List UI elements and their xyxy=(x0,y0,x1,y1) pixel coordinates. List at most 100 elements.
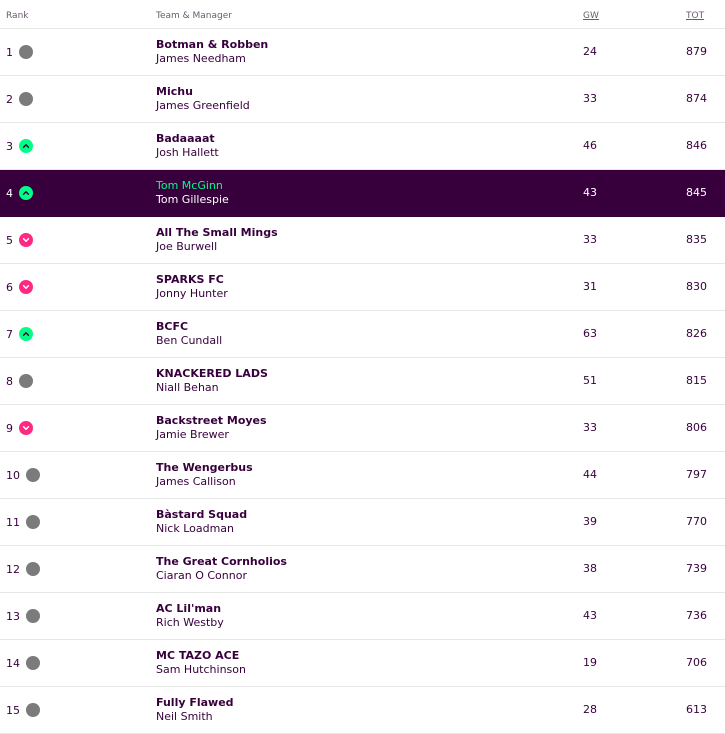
rank-number: 12 xyxy=(6,562,20,576)
rank-cell: 7 xyxy=(6,311,33,357)
table-row[interactable]: 15 Fully Flawed Neil Smith 28 613 xyxy=(0,687,725,734)
total-points: 845 xyxy=(686,186,707,199)
table-row[interactable]: 3 Badaaaat Josh Hallett 46 846 xyxy=(0,123,725,170)
team-name-link[interactable]: KNACKERED LADS xyxy=(156,367,268,380)
table-row[interactable]: 11 Bàstard Squad Nick Loadman 39 770 xyxy=(0,499,725,546)
team-name-link[interactable]: All The Small Mings xyxy=(156,226,278,239)
team-manager-cell: Fully Flawed Neil Smith xyxy=(156,696,234,724)
total-points: 830 xyxy=(686,280,707,293)
total-points: 613 xyxy=(686,703,707,716)
header-rank: Rank xyxy=(6,11,29,21)
table-row[interactable]: 13 AC Lil'man Rich Westby 43 736 xyxy=(0,593,725,640)
chevron-down-icon xyxy=(19,421,33,435)
header-team-manager: Team & Manager xyxy=(156,11,232,21)
rank-cell: 9 xyxy=(6,405,33,451)
no-change-icon xyxy=(19,45,33,59)
manager-name: James Greenfield xyxy=(156,99,250,112)
header-tot[interactable]: TOT xyxy=(686,11,705,21)
total-points: 846 xyxy=(686,139,707,152)
total-points: 874 xyxy=(686,92,707,105)
rank-number: 4 xyxy=(6,186,13,200)
team-manager-cell: The Wengerbus James Callison xyxy=(156,461,253,489)
rank-cell: 13 xyxy=(6,593,40,639)
table-row[interactable]: 5 All The Small Mings Joe Burwell 33 835 xyxy=(0,217,725,264)
rank-number: 8 xyxy=(6,374,13,388)
manager-name: Tom Gillespie xyxy=(156,193,229,206)
gw-points: 19 xyxy=(583,656,597,669)
team-name-link[interactable]: MC TAZO ACE xyxy=(156,649,240,662)
table-row[interactable]: 14 MC TAZO ACE Sam Hutchinson 19 706 xyxy=(0,640,725,687)
table-row[interactable]: 2 Michu James Greenfield 33 874 xyxy=(0,76,725,123)
gw-points: 28 xyxy=(583,703,597,716)
table-row[interactable]: 9 Backstreet Moyes Jamie Brewer 33 806 xyxy=(0,405,725,452)
team-name-link[interactable]: The Wengerbus xyxy=(156,461,253,474)
team-manager-cell: KNACKERED LADS Niall Behan xyxy=(156,367,268,395)
rank-number: 2 xyxy=(6,92,13,106)
team-manager-cell: The Great Cornholios Ciaran O Connor xyxy=(156,555,287,583)
table-row[interactable]: 8 KNACKERED LADS Niall Behan 51 815 xyxy=(0,358,725,405)
team-name-link[interactable]: The Great Cornholios xyxy=(156,555,287,568)
team-manager-cell: MC TAZO ACE Sam Hutchinson xyxy=(156,649,246,677)
chevron-up-icon xyxy=(19,327,33,341)
manager-name: Sam Hutchinson xyxy=(156,663,246,676)
gw-points: 24 xyxy=(583,45,597,58)
total-points: 879 xyxy=(686,45,707,58)
manager-name: Jonny Hunter xyxy=(156,287,228,300)
manager-name: Jamie Brewer xyxy=(156,428,229,441)
total-points: 770 xyxy=(686,515,707,528)
total-points: 835 xyxy=(686,233,707,246)
table-row[interactable]: 12 The Great Cornholios Ciaran O Connor 38 7… xyxy=(0,546,725,593)
table-row[interactable]: 7 BCFC Ben Cundall 63 826 xyxy=(0,311,725,358)
team-manager-cell: AC Lil'man Rich Westby xyxy=(156,602,224,630)
table-row[interactable]: 10 The Wengerbus James Callison 44 797 xyxy=(0,452,725,499)
manager-name: Nick Loadman xyxy=(156,522,235,535)
rank-number: 14 xyxy=(6,656,20,670)
team-manager-cell: Botman & Robben James Needham xyxy=(156,38,268,66)
team-name-link[interactable]: SPARKS FC xyxy=(156,273,224,286)
team-name-link[interactable]: Bàstard Squad xyxy=(156,508,248,521)
rank-number: 5 xyxy=(6,233,13,247)
rank-cell: 3 xyxy=(6,123,33,169)
gw-points: 43 xyxy=(583,186,597,199)
header-gw[interactable]: GW xyxy=(583,11,599,21)
gw-points: 33 xyxy=(583,92,597,105)
table-row[interactable]: 6 SPARKS FC Jonny Hunter 31 830 xyxy=(0,264,725,311)
no-change-icon xyxy=(26,468,40,482)
team-manager-cell: BCFC Ben Cundall xyxy=(156,320,222,348)
no-change-icon xyxy=(19,92,33,106)
gw-points: 38 xyxy=(583,562,597,575)
rank-number: 3 xyxy=(6,139,13,153)
manager-name: Neil Smith xyxy=(156,710,213,723)
rank-cell: 8 xyxy=(6,358,33,404)
total-points: 736 xyxy=(686,609,707,622)
team-name-link[interactable]: Michu xyxy=(156,85,193,98)
rank-cell: 6 xyxy=(6,264,33,310)
team-name-link[interactable]: Badaaaat xyxy=(156,132,215,145)
team-name-link[interactable]: BCFC xyxy=(156,320,189,333)
no-change-icon xyxy=(26,656,40,670)
rank-number: 6 xyxy=(6,280,13,294)
table-row[interactable]: 1 Botman & Robben James Needham 24 879 xyxy=(0,29,725,76)
total-points: 797 xyxy=(686,468,707,481)
rank-number: 15 xyxy=(6,703,20,717)
gw-points: 51 xyxy=(583,374,597,387)
rank-cell: 1 xyxy=(6,29,33,75)
table-row[interactable]: 4 Tom McGinn Tom Gillespie 43 845 xyxy=(0,170,725,217)
gw-points: 44 xyxy=(583,468,597,481)
no-change-icon xyxy=(26,609,40,623)
rank-cell: 4 xyxy=(6,170,33,216)
rank-number: 11 xyxy=(6,515,20,529)
team-name-link[interactable]: AC Lil'man xyxy=(156,602,222,615)
chevron-up-icon xyxy=(19,186,33,200)
table-body: 1 Botman & Robben James Needham 24 879 2 Michu… xyxy=(0,29,725,734)
gw-points: 43 xyxy=(583,609,597,622)
team-manager-cell: Badaaaat Josh Hallett xyxy=(156,132,219,160)
team-name-link[interactable]: Tom McGinn xyxy=(156,179,223,192)
gw-points: 33 xyxy=(583,233,597,246)
team-name-link[interactable]: Fully Flawed xyxy=(156,696,234,709)
team-name-link[interactable]: Backstreet Moyes xyxy=(156,414,267,427)
rank-number: 13 xyxy=(6,609,20,623)
team-name-link[interactable]: Botman & Robben xyxy=(156,38,269,51)
manager-name: James Callison xyxy=(156,475,236,488)
no-change-icon xyxy=(26,703,40,717)
